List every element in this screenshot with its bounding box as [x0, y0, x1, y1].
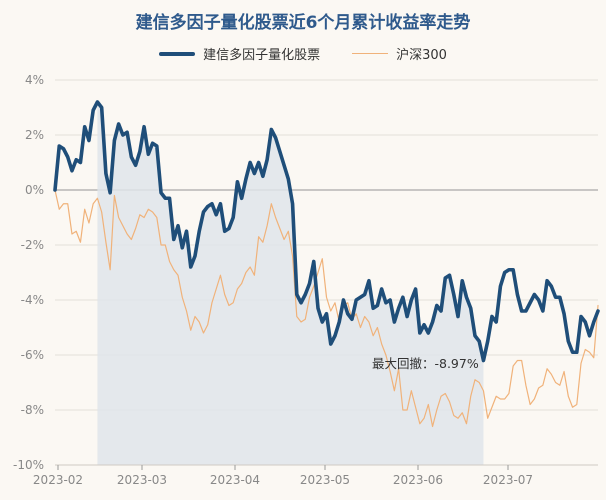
legend-swatch-index — [352, 53, 389, 54]
legend-item-index[interactable]: 沪深300 — [352, 44, 447, 63]
legend-swatch-fund — [159, 51, 196, 56]
chart-title: 建信多因子量化股票近6个月累计收益率走势 — [135, 13, 471, 33]
x-tick-label: 2023-06 — [393, 473, 443, 487]
x-tick-label: 2023-03 — [117, 473, 167, 487]
legend: 建信多因子量化股票 沪深300 — [0, 44, 606, 63]
y-tick-label: -2% — [21, 238, 44, 252]
x-tick-label: 2023-07 — [483, 473, 533, 487]
y-tick-label: 4% — [25, 73, 44, 87]
y-tick-label: 2% — [25, 128, 44, 142]
legend-label-index: 沪深300 — [396, 48, 447, 63]
axis-layer: 4% 2% 0% -2% -4% -6% -8% -10%2023-02 2023-03 2023… — [13, 73, 598, 487]
series-line-index — [54, 189, 599, 428]
x-tick-label: 2023-05 — [300, 473, 350, 487]
y-tick-label: -10% — [13, 458, 44, 472]
series-layer — [53, 100, 600, 428]
y-tick-label: -6% — [21, 348, 44, 362]
series-line-fund — [53, 100, 600, 363]
y-tick-label: -4% — [21, 293, 44, 307]
drawdown-shade — [97, 102, 484, 465]
annotation-layer: 最大回撤：-8.97% — [372, 356, 479, 371]
x-tick-label: 2023-02 — [33, 473, 83, 487]
y-tick-label: 0% — [25, 183, 44, 197]
max-drawdown-annotation: 最大回撤：-8.97% — [372, 356, 479, 371]
y-tick-label: -8% — [21, 403, 44, 417]
drawdown-shade-layer — [97, 102, 484, 465]
legend-label-fund: 建信多因子量化股票 — [203, 48, 321, 63]
x-tick-label: 2023-04 — [210, 473, 260, 487]
legend-item-fund[interactable]: 建信多因子量化股票 — [159, 44, 320, 63]
